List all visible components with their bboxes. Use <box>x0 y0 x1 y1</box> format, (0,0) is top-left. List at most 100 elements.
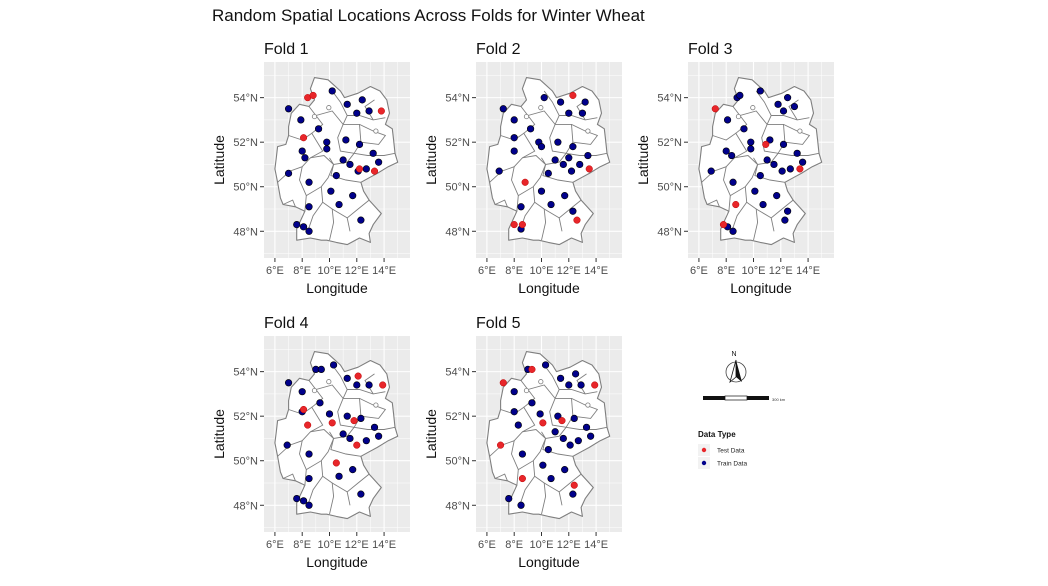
x-tick-label: 14°E <box>372 539 396 551</box>
state-boundary <box>559 389 598 395</box>
panel-title: Fold 5 <box>476 315 521 332</box>
train-point <box>566 441 574 449</box>
train-point <box>305 178 313 186</box>
state-boundary <box>282 473 296 481</box>
test-point <box>377 107 385 115</box>
test-point <box>732 200 740 209</box>
scale-bar-segment <box>724 395 748 401</box>
train-point <box>763 156 771 164</box>
train-point <box>551 156 559 164</box>
x-tick-label: 6°E <box>266 539 284 551</box>
train-point <box>293 494 301 503</box>
train-point <box>298 388 306 396</box>
train-point <box>357 490 365 498</box>
test-point <box>370 167 379 175</box>
train-point <box>353 109 361 117</box>
train-point <box>342 136 350 144</box>
state-boundary <box>518 155 547 196</box>
state-boundary <box>307 202 324 232</box>
train-point <box>517 203 525 211</box>
state-boundary <box>576 373 587 395</box>
y-axis-label: Latitude <box>211 409 227 459</box>
train-point <box>316 399 324 407</box>
state-boundary <box>543 482 560 493</box>
state-boundary <box>730 155 759 196</box>
x-tick-label: 14°E <box>584 265 608 277</box>
map-panel-5: Fold 5 6°E 8°E 10°E 12°E 14°E 48°N 50°N 52°N 54°N… <box>423 315 622 570</box>
train-point <box>339 430 347 438</box>
train-point <box>756 87 764 95</box>
panel-title: Fold 4 <box>264 315 309 332</box>
test-point <box>300 134 308 142</box>
train-point <box>357 414 365 423</box>
test-point <box>521 178 529 186</box>
train-point <box>773 192 781 200</box>
city-state-boundary <box>585 402 591 408</box>
state-boundary <box>753 153 779 165</box>
train-point <box>314 125 323 133</box>
state-boundary <box>330 438 361 457</box>
test-point <box>569 91 577 99</box>
north-arrow-label: N <box>731 351 736 358</box>
x-tick-label: 10°E <box>318 539 342 551</box>
y-tick-label: 50°N <box>445 456 470 468</box>
train-point <box>547 200 555 209</box>
map-panel-2: Fold 2 6°E 8°E 10°E 12°E 14°E 48°N 50°N 52°N 54°N… <box>423 41 622 296</box>
y-tick-label: 50°N <box>233 456 258 468</box>
x-tick-label: 10°E <box>742 265 766 277</box>
y-tick-label: 48°N <box>233 226 258 238</box>
test-point <box>332 459 340 467</box>
train-point <box>544 169 552 177</box>
train-point <box>510 388 518 396</box>
state-boundary <box>331 90 348 125</box>
train-point <box>784 94 792 102</box>
train-point <box>362 165 370 173</box>
state-boundary <box>331 208 348 219</box>
legend: Data Type Test Data Train Data <box>698 430 747 469</box>
legend-title: Data Type <box>698 430 736 439</box>
train-point <box>332 171 340 180</box>
train-point <box>495 167 503 175</box>
train-point <box>499 105 507 113</box>
state-boundary <box>755 208 772 219</box>
state-boundary <box>543 208 560 219</box>
y-axis-label: Latitude <box>635 135 651 185</box>
train-point <box>747 138 755 146</box>
state-boundary <box>543 364 560 399</box>
y-tick-label: 48°N <box>657 226 682 238</box>
train-point <box>561 192 569 200</box>
train-point <box>355 140 364 149</box>
train-point <box>305 203 313 211</box>
state-boundary <box>571 397 599 419</box>
train-point <box>335 472 343 480</box>
train-point <box>369 149 377 157</box>
train-point <box>578 109 587 117</box>
legend-item-label: Test Data <box>717 448 745 455</box>
state-boundary <box>706 199 720 207</box>
state-boundary <box>723 166 731 212</box>
train-point <box>323 145 331 153</box>
map-panel-1: Fold 1 6°E 8°E 10°E 12°E 14°E 48°N 50°N 52°N 54°N… <box>211 41 410 296</box>
scale-bar-label: 300 km <box>772 397 786 402</box>
train-point <box>328 87 336 95</box>
train-point <box>343 100 351 108</box>
train-point <box>346 160 354 169</box>
legend-key-point <box>701 460 707 466</box>
x-axis-label: Longitude <box>306 554 368 570</box>
city-state-boundary <box>585 128 591 134</box>
y-tick-label: 48°N <box>445 226 470 238</box>
state-boundary <box>299 166 307 212</box>
train-point <box>779 140 788 149</box>
train-point <box>547 474 555 483</box>
train-point <box>283 441 291 449</box>
state-boundary <box>346 199 370 232</box>
state-boundary <box>783 123 811 145</box>
city-state-boundary <box>311 113 318 120</box>
x-tick-label: 10°E <box>318 265 342 277</box>
train-point <box>343 374 351 382</box>
train-point <box>541 361 550 369</box>
train-point <box>349 466 357 474</box>
test-point <box>539 419 547 427</box>
state-boundary <box>558 199 582 232</box>
